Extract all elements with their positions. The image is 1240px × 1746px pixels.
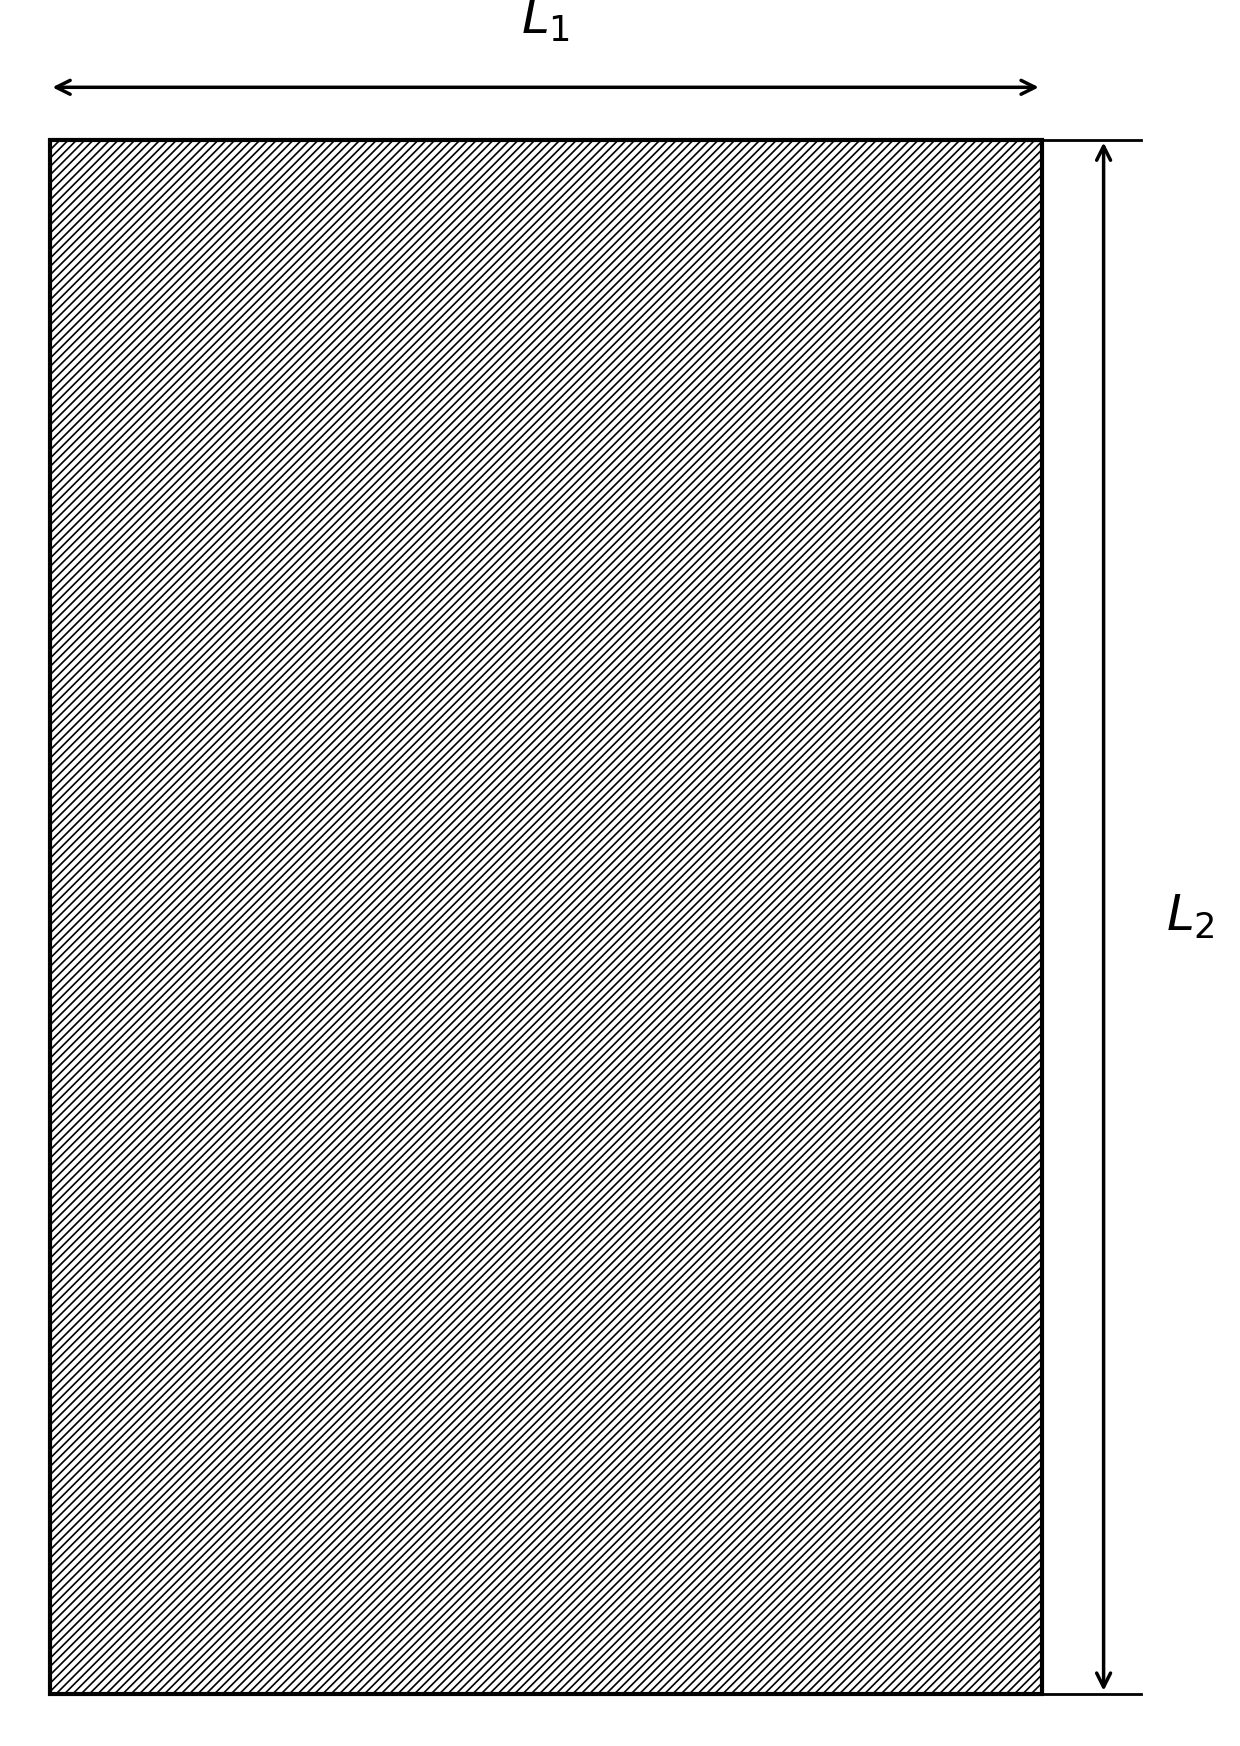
Text: $\boldsymbol{L_2}$: $\boldsymbol{L_2}$ [1166,892,1214,941]
Bar [50,140,1042,1694]
Text: $\boldsymbol{L_1}$: $\boldsymbol{L_1}$ [521,0,570,44]
